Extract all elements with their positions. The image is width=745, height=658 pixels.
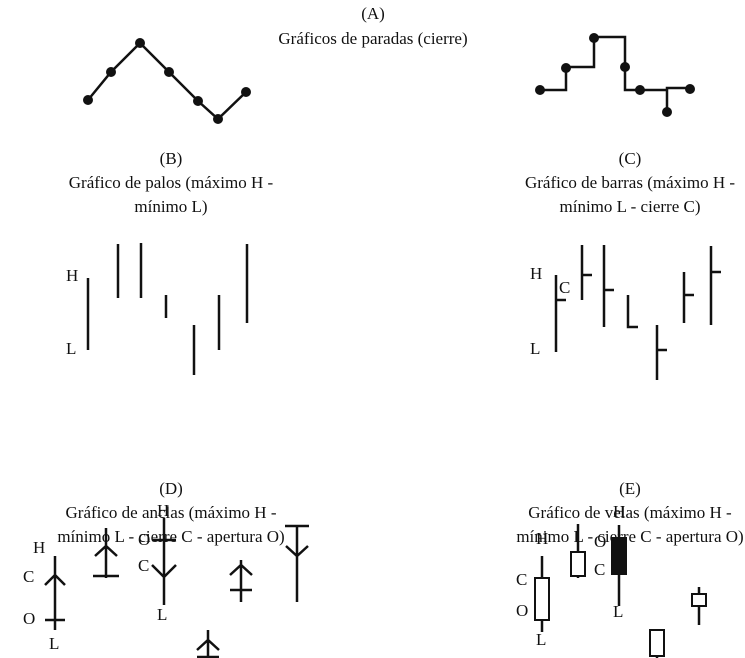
panel-letter: (D) [159, 479, 183, 498]
stick-chart-sketch [86, 243, 249, 375]
panel-caption: mínimo L - cierre C) [560, 197, 701, 216]
panel-letter: (B) [160, 149, 183, 168]
mark-label: O [516, 601, 528, 620]
panel-letter: (A) [361, 4, 385, 23]
panel-caption: mínimo L - cierre C - apertura O) [516, 527, 743, 546]
mark-label: H [33, 538, 45, 557]
bar-chart-sketch [554, 245, 721, 380]
panel-caption: mínimo L - cierre C - apertura O) [57, 527, 284, 546]
mark-label: L [613, 602, 623, 621]
mark-label: H [157, 501, 169, 520]
mark-label: H [613, 502, 625, 521]
panel-caption: Gráfico de palos (máximo H - [69, 173, 274, 192]
mark-label: H [530, 264, 542, 283]
mark-label: L [530, 339, 540, 358]
mark-label: L [536, 630, 546, 649]
panel-caption: Gráfico de anclas (máximo H - [66, 503, 277, 522]
mark-label: C [594, 560, 605, 579]
panel-letter: (E) [619, 479, 641, 498]
candlestick-chart-sketch [534, 524, 707, 658]
line-chart-sketch [83, 38, 251, 124]
mark-label: O [594, 532, 606, 551]
mark-label: H [536, 529, 548, 548]
mark-label: C [559, 278, 570, 297]
panel-caption: mínimo L) [134, 197, 207, 216]
mark-label: C [138, 556, 149, 575]
mark-label: C [516, 570, 527, 589]
mark-label: H [66, 266, 78, 285]
step-chart-sketch [535, 33, 695, 117]
panel-caption: Gráficos de paradas (cierre) [278, 29, 467, 48]
panel-letter: (C) [619, 149, 642, 168]
anchor-chart-sketch [44, 518, 309, 658]
panel-caption: Gráfico de barras (máximo H - [525, 173, 735, 192]
mark-label: O [23, 609, 35, 628]
mark-label: C [23, 567, 34, 586]
mark-label: L [49, 634, 59, 653]
mark-label: L [157, 605, 167, 624]
mark-label: O [138, 530, 150, 549]
panel-caption: Gráfico de velas (máximo H - [528, 503, 732, 522]
mark-label: L [66, 339, 76, 358]
